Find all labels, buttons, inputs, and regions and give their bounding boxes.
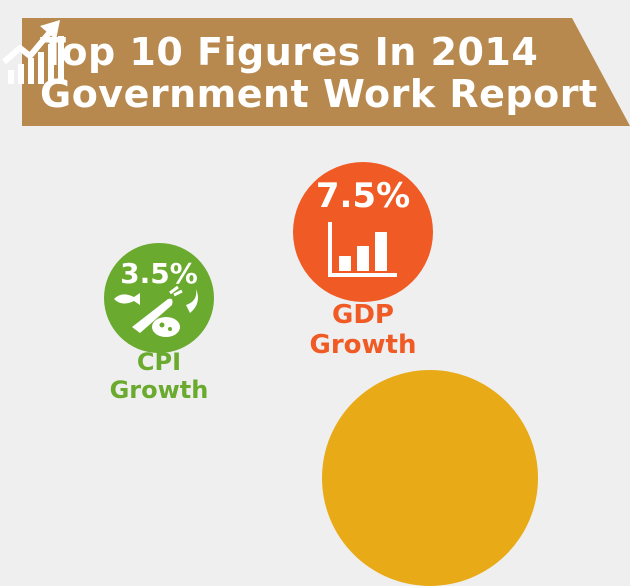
banner-title-line2: Government Work Report: [40, 72, 598, 116]
food-basket-icon: [114, 285, 198, 337]
gdp-growth-label: Growth: [309, 330, 417, 360]
cpi-growth-label: Growth: [109, 376, 209, 404]
bar-chart-icon: [328, 222, 397, 277]
cpi-label: CPI: [136, 348, 182, 376]
gdp-label: GDP: [332, 300, 394, 330]
banner-title: Top 10 Figures In 2014 Government Work R…: [40, 31, 598, 115]
banner-background: [22, 18, 630, 126]
cpi-stat-circle: 3.5%: [104, 243, 214, 353]
gdp-value: 7.5%: [315, 176, 411, 216]
banner-title-line1: Top 10 Figures In 2014: [40, 30, 539, 74]
title-banner: Top 10 Figures In 2014 Government Work R…: [0, 18, 630, 126]
gdp-stat-circle: 7.5%: [293, 162, 433, 302]
cpi-value: 3.5%: [120, 257, 198, 290]
cpi-caption: CPI Growth: [100, 348, 218, 404]
third-stat-circle: [322, 370, 538, 586]
gdp-caption: GDP Growth: [300, 300, 426, 360]
growth-chart-icon: [2, 20, 64, 84]
